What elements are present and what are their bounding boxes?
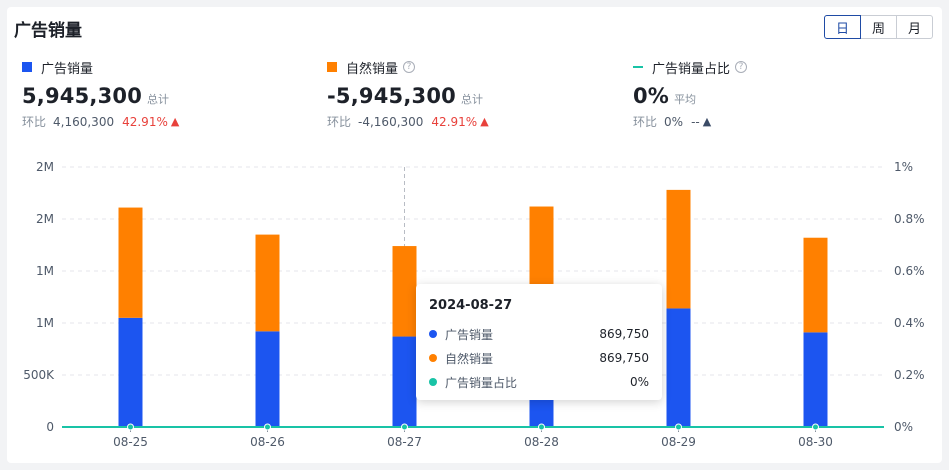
tooltip-dot	[429, 330, 437, 338]
x-tick-label: 08-25	[113, 435, 148, 449]
y-right-tick-label: 0.8%	[894, 212, 925, 226]
bar-ad-sales	[803, 332, 828, 427]
metric-ad-sales: 广告销量 5,945,300 总计 环比 4,160,300 42.91% ▲	[22, 58, 179, 130]
natural-sales-compare-label: 环比	[327, 115, 352, 129]
ad-sales-legend-marker[interactable]	[22, 62, 32, 72]
y-right-tick-label: 0%	[894, 420, 913, 434]
chart-tooltip: 2024-08-27 广告销量 869,750 自然销量 869,750 广告销…	[416, 284, 662, 400]
y-left-tick-label: 2M	[36, 212, 54, 226]
y-right-tick-label: 0.2%	[894, 368, 925, 382]
y-left-tick-label: 0	[46, 420, 54, 434]
trend-up-icon: ▲	[480, 115, 489, 128]
ad-sales-total: 5,945,300	[22, 84, 143, 108]
ad-share-unit: 平均	[674, 93, 697, 106]
tooltip-series-value: 0%	[629, 375, 649, 389]
bar-natural-sales	[255, 234, 280, 332]
bar-natural-sales	[392, 246, 417, 337]
y-right-tick-label: 0.4%	[894, 316, 925, 330]
natural-sales-compare-pct: 42.91%	[431, 114, 478, 129]
tooltip-date: 2024-08-27	[429, 298, 513, 313]
bar-ad-sales	[255, 331, 280, 427]
bar-natural-sales	[666, 189, 691, 309]
ad-sales-compare-prev: 4,160,300	[53, 114, 115, 129]
x-tick-label: 08-27	[387, 435, 422, 449]
period-month-button[interactable]: 月	[896, 15, 933, 39]
tooltip-row: 广告销量 869,750	[429, 322, 649, 346]
tooltip-series-name: 广告销量占比	[445, 375, 518, 390]
y-right-tick-label: 0.6%	[894, 264, 925, 278]
bar-ad-sales	[118, 317, 143, 427]
y-left-tick-label: 1M	[36, 316, 54, 330]
help-icon[interactable]: ?	[403, 61, 416, 73]
ad-share-point	[675, 423, 682, 431]
page-title: 广告销量	[14, 21, 82, 41]
ad-share-point	[264, 423, 271, 431]
tooltip-series-name: 自然销量	[445, 351, 494, 366]
ad-share-compare-prev: 0%	[664, 114, 684, 129]
tooltip-row: 广告销量占比 0%	[429, 370, 649, 394]
trend-up-icon: ▲	[170, 115, 180, 128]
period-toggle: 日 周 月	[824, 15, 933, 39]
x-tick-label: 08-30	[798, 435, 833, 449]
help-icon[interactable]: ?	[735, 61, 748, 73]
y-left-tick-label: 2M	[36, 160, 54, 174]
natural-sales-legend-marker[interactable]	[327, 62, 337, 72]
tooltip-row: 自然销量 869,750	[429, 346, 649, 370]
ad-share-label: 广告销量占比	[652, 61, 731, 77]
ad-sales-compare-label: 环比	[22, 115, 47, 129]
natural-sales-compare-prev: -4,160,300	[358, 114, 424, 129]
ad-share-point	[538, 423, 545, 431]
tooltip-dot	[429, 354, 437, 362]
ad-share-point	[127, 423, 134, 431]
ad-sales-label: 广告销量	[41, 61, 94, 77]
tooltip-series-value: 869,750	[599, 327, 649, 341]
bar-ad-sales	[666, 308, 691, 427]
ad-share-average: 0%	[633, 84, 670, 108]
x-tick-label: 08-28	[524, 435, 559, 449]
tooltip-dot	[429, 378, 437, 386]
ad-share-compare-label: 环比	[633, 115, 658, 129]
bar-ad-sales	[392, 336, 417, 427]
bar-natural-sales	[803, 237, 828, 333]
period-week-button[interactable]: 周	[860, 15, 897, 39]
y-left-tick-label: 1M	[36, 264, 54, 278]
x-tick-label: 08-29	[661, 435, 696, 449]
tooltip-series-value: 869,750	[599, 351, 649, 365]
metric-ad-share: 广告销量占比 ? 0% 平均 环比 0% -- ▲	[633, 58, 748, 130]
ad-share-point	[401, 423, 408, 431]
natural-sales-label: 自然销量	[346, 61, 399, 77]
ad-share-legend-marker[interactable]	[633, 66, 643, 68]
metric-natural-sales: 自然销量 ? -5,945,300 总计 环比 -4,160,300 42.91…	[327, 58, 489, 130]
ad-sales-compare-pct: 42.91%	[122, 114, 168, 129]
trend-up-icon: ▲	[702, 115, 712, 128]
bar-natural-sales	[118, 207, 143, 318]
ad-share-point	[812, 423, 819, 431]
ad-share-compare-pct: --	[691, 114, 700, 129]
x-tick-label: 08-26	[250, 435, 285, 449]
ad-sales-unit: 总计	[147, 93, 170, 106]
natural-sales-unit: 总计	[460, 93, 483, 106]
y-right-tick-label: 1%	[894, 160, 913, 174]
tooltip-series-name: 广告销量	[445, 327, 494, 342]
natural-sales-total: -5,945,300	[327, 84, 456, 108]
period-day-button[interactable]: 日	[824, 15, 861, 39]
y-left-tick-label: 500K	[23, 368, 55, 382]
